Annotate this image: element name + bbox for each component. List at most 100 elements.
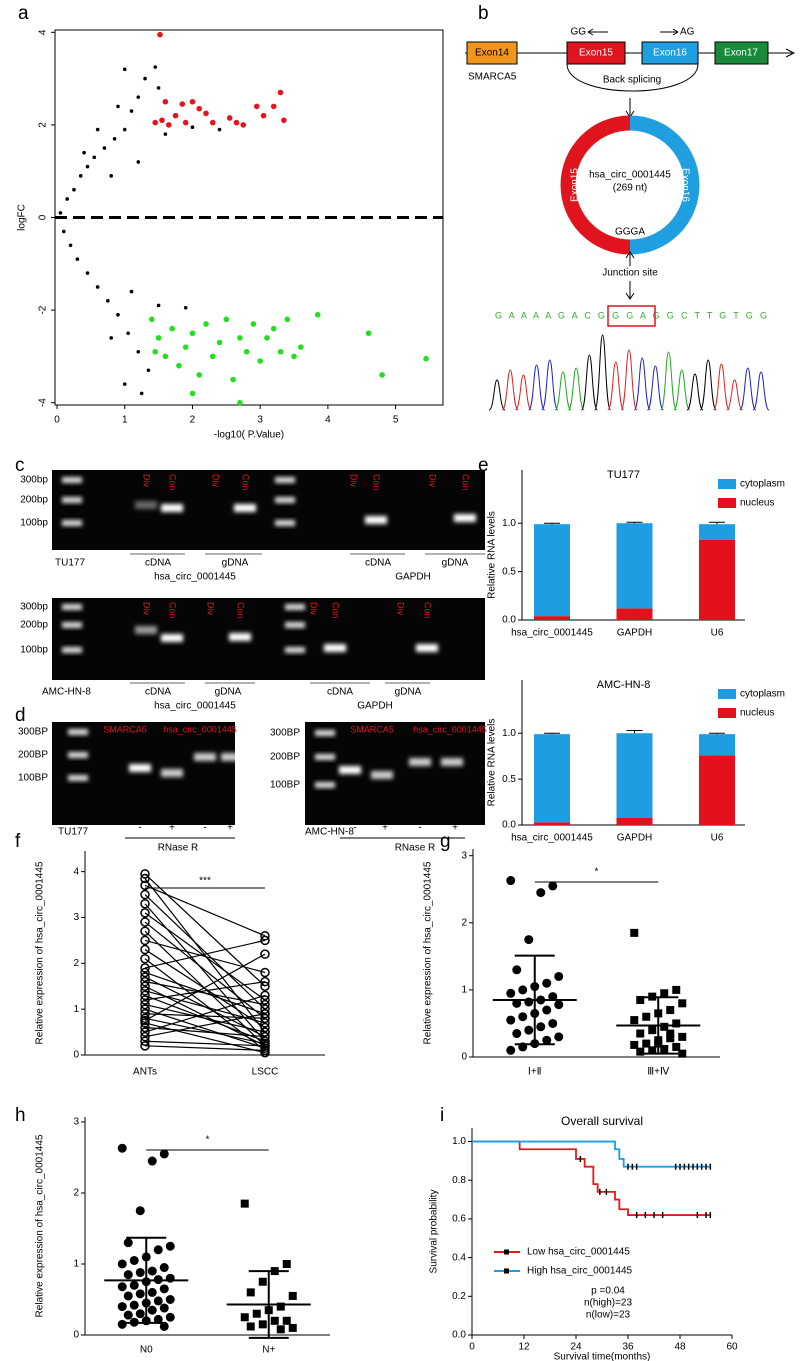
template-label: gDNA <box>222 558 249 569</box>
point <box>518 1012 528 1022</box>
gel-band <box>221 753 243 761</box>
x-tick-label: 2 <box>190 415 196 426</box>
trace-peak <box>567 367 585 411</box>
point <box>140 880 150 891</box>
point <box>260 967 270 978</box>
gel <box>52 598 485 680</box>
treatment-label: + <box>227 823 233 834</box>
lane-label: Con <box>168 474 178 491</box>
point <box>246 1322 255 1331</box>
point <box>660 1022 669 1031</box>
point <box>140 1041 150 1051</box>
point <box>260 935 270 946</box>
point <box>136 160 141 164</box>
point <box>554 971 564 981</box>
point <box>143 76 147 81</box>
point <box>68 243 73 248</box>
point <box>189 330 196 337</box>
exon-box <box>641 41 699 65</box>
point <box>226 115 233 121</box>
x-tick-label: 1 <box>122 415 128 426</box>
x-tick-label: LSCC <box>252 1067 279 1078</box>
point <box>147 1305 157 1315</box>
sd-bar <box>248 1270 289 1339</box>
point <box>672 1019 681 1028</box>
point <box>636 1029 645 1038</box>
pair-line <box>144 981 266 1001</box>
legend-marker <box>504 1249 509 1255</box>
point <box>147 1156 157 1166</box>
point <box>678 999 687 1008</box>
legend-swatch <box>718 479 736 489</box>
x-tick-label: U6 <box>711 628 724 639</box>
gel-band <box>129 764 151 772</box>
point <box>196 372 203 378</box>
y-tick-label: 3 <box>73 1117 79 1128</box>
panel-label: g <box>440 831 451 852</box>
exon-label: Exon16 <box>653 48 687 59</box>
x-tick-label: ANTs <box>133 1067 157 1078</box>
treatment-name: RNase R <box>158 843 199 854</box>
point <box>140 926 150 936</box>
point <box>156 303 161 308</box>
y-tick-label: -4 <box>38 398 49 407</box>
bar-segment <box>699 755 735 825</box>
marker-label: 200BP <box>270 752 300 763</box>
point <box>129 1300 139 1310</box>
point <box>135 1268 145 1278</box>
point <box>660 1044 669 1053</box>
x-tick-label: 3 <box>257 415 263 426</box>
splicing-diagram: Exon14 Exon15 Exon16 Exon17 GG AG SMARCA… <box>465 27 796 411</box>
point <box>123 1291 133 1301</box>
marker-label: 300bp <box>20 475 48 486</box>
y-tick-label: 2 <box>73 958 79 969</box>
point <box>140 873 150 884</box>
point <box>140 1036 150 1046</box>
point <box>165 1241 175 1251</box>
x-axis-label: Survival time(months) <box>554 1352 651 1361</box>
gel-band <box>229 633 251 641</box>
point <box>159 1149 169 1159</box>
point <box>140 1004 150 1014</box>
point <box>135 1206 145 1216</box>
primer-label: AG <box>680 27 695 38</box>
ladder-band <box>315 782 335 788</box>
point <box>252 1309 261 1318</box>
arrow <box>625 98 635 118</box>
gene-label: SMARCA5 <box>468 72 517 83</box>
trace-peak <box>712 363 730 411</box>
x-tick-label: N0 <box>140 1345 153 1356</box>
point <box>140 1031 150 1042</box>
x-tick-label: N+ <box>262 1345 275 1356</box>
exon-label: Exon17 <box>724 48 758 59</box>
point <box>140 944 150 955</box>
point <box>159 117 165 124</box>
point <box>636 995 645 1004</box>
error-bar <box>709 521 725 525</box>
ladder-band <box>285 647 305 653</box>
point <box>140 1018 150 1028</box>
gel-band <box>454 514 476 522</box>
point <box>122 127 127 132</box>
point <box>642 1039 651 1048</box>
point <box>209 353 216 360</box>
primer-arrow <box>660 28 679 36</box>
point <box>237 335 243 341</box>
x-tick-label: U6 <box>711 833 724 844</box>
point <box>672 1042 681 1051</box>
arrow <box>785 48 796 58</box>
treatment-label: - <box>138 823 141 834</box>
point <box>260 112 267 119</box>
point <box>159 1303 169 1313</box>
point <box>117 1143 127 1153</box>
point <box>260 976 270 987</box>
point <box>379 372 385 378</box>
lane-label: Con <box>236 602 246 619</box>
point <box>165 1294 175 1304</box>
gene-label: SMARCA5 <box>350 724 394 734</box>
point <box>153 65 158 69</box>
arrow <box>625 251 635 266</box>
lane-label: Div <box>309 602 319 615</box>
point <box>112 136 117 141</box>
trace-peak <box>541 359 559 411</box>
